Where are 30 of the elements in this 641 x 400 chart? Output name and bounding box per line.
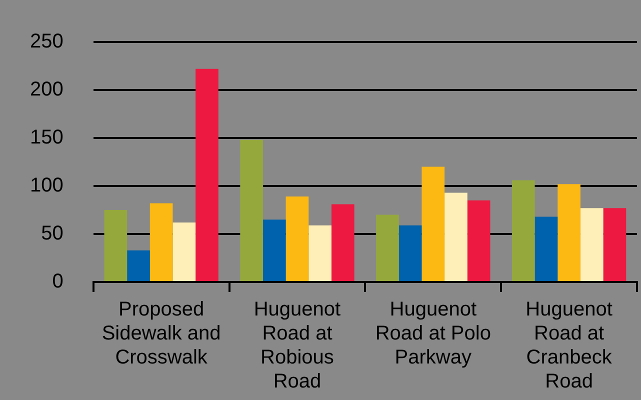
y-tick-label: 100 xyxy=(30,174,64,197)
bar xyxy=(262,220,286,281)
bar xyxy=(467,200,490,281)
bar xyxy=(422,166,445,281)
bar xyxy=(580,208,604,281)
bar xyxy=(376,214,399,281)
y-tick-label: 200 xyxy=(30,78,64,101)
bar xyxy=(512,180,535,281)
x-tick-label: Huguenot Road at Polo Parkway xyxy=(375,298,491,369)
bar xyxy=(150,203,173,281)
bar xyxy=(286,196,309,281)
y-tick-label: 50 xyxy=(41,222,64,245)
bar xyxy=(558,184,580,281)
x-tick-label: Huguenot Road at Robious Road xyxy=(254,298,342,393)
bar xyxy=(196,68,218,281)
bar xyxy=(240,140,263,281)
bar xyxy=(398,225,422,281)
bar xyxy=(603,208,626,281)
bar xyxy=(172,222,196,281)
bar xyxy=(534,216,558,281)
bar xyxy=(331,204,354,281)
bar xyxy=(127,250,150,281)
y-tick-label: 0 xyxy=(52,270,64,293)
bar xyxy=(444,192,468,281)
bar xyxy=(308,225,332,281)
x-tick-label: Huguenot Road at Cranbeck Road xyxy=(526,298,613,393)
bar xyxy=(104,210,128,281)
y-tick-label: 250 xyxy=(30,30,64,53)
y-tick-label: 150 xyxy=(30,126,64,149)
x-tick-label: Proposed Sidewalk and Crosswalk xyxy=(102,298,221,369)
